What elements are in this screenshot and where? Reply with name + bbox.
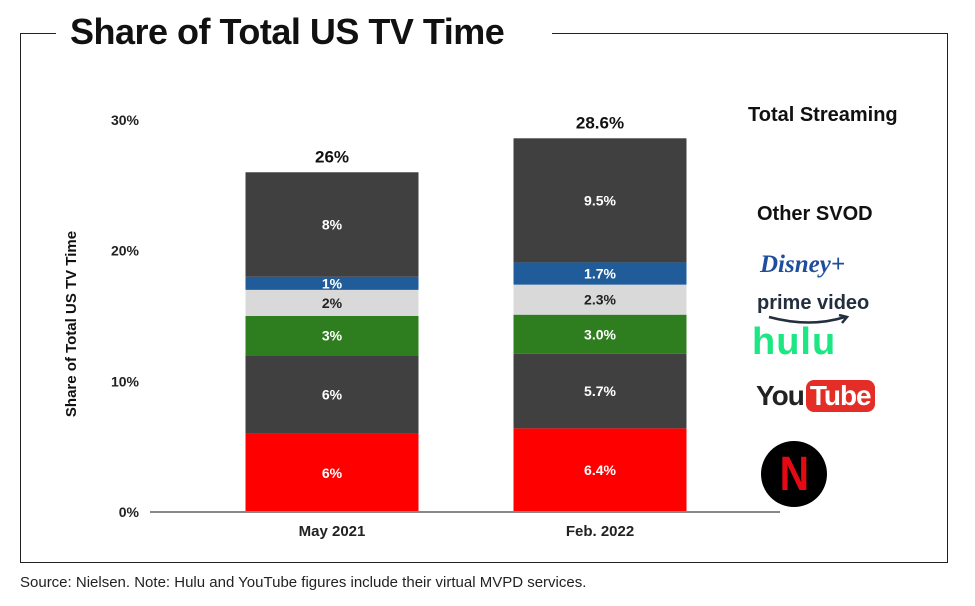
disney-plus-logo: Disney+ — [760, 251, 845, 279]
hulu-logo: hulu — [752, 321, 837, 363]
y-tick-label: 0% — [119, 504, 140, 520]
title-background — [56, 8, 552, 60]
bar-segment-other-svod — [513, 138, 687, 263]
total-label: 26% — [315, 147, 349, 166]
total-label: 28.6% — [576, 113, 624, 132]
data-label-youtube: 5.7% — [584, 383, 616, 399]
prime-video-logo-text: prime video — [757, 292, 870, 314]
data-label-youtube: 6% — [322, 386, 343, 402]
y-tick-label: 10% — [111, 373, 140, 389]
data-label-prime-video: 2.3% — [584, 292, 616, 308]
bar-segment-netflix — [513, 428, 687, 512]
bar-segment-other-svod — [245, 172, 419, 277]
prime-smile-icon — [768, 314, 850, 324]
bar-segment-disney — [245, 276, 419, 290]
youtube-logo: You Tube — [756, 380, 875, 412]
data-label-hulu: 3.0% — [584, 326, 616, 342]
data-label-hulu: 3% — [322, 328, 343, 344]
bar-segment-hulu — [245, 316, 419, 356]
data-label-disney: 1% — [322, 275, 343, 291]
data-label-other-svod: 8% — [322, 217, 343, 233]
disney-plus-logo-text: Disney+ — [760, 251, 846, 278]
bar-segment-hulu — [513, 314, 687, 354]
x-tick-label: May 2021 — [299, 523, 366, 540]
data-label-other-svod: 9.5% — [584, 192, 616, 208]
netflix-logo-letter: N — [779, 447, 809, 501]
chart-title: Share of Total US TV Time — [70, 11, 505, 52]
data-label-disney: 1.7% — [584, 266, 616, 282]
data-label-netflix: 6% — [322, 465, 343, 481]
bar-segment-prime-video — [245, 289, 419, 316]
legend-other-svod: Other SVOD — [757, 203, 873, 225]
data-label-prime-video: 2% — [322, 295, 343, 311]
bar-segment-netflix — [245, 433, 419, 512]
youtube-logo-tube: Tube — [805, 380, 875, 412]
source-note: Source: Nielsen. Note: Hulu and YouTube … — [20, 574, 587, 591]
bar-segment-youtube — [245, 355, 419, 434]
bar-segment-disney — [513, 262, 687, 285]
y-tick-label: 20% — [111, 243, 140, 259]
data-label-netflix: 6.4% — [584, 462, 616, 478]
bar-segment-youtube — [513, 353, 687, 429]
y-tick-label: 30% — [111, 112, 140, 128]
y-axis-title: Share of Total US TV Time — [63, 231, 80, 417]
bar-segment-prime-video — [513, 284, 687, 315]
legend-total-streaming: Total Streaming — [748, 104, 898, 126]
netflix-logo: N — [761, 441, 827, 507]
youtube-logo-you: You — [756, 380, 805, 411]
x-tick-label: Feb. 2022 — [566, 523, 634, 540]
prime-video-logo: prime video — [757, 292, 870, 324]
